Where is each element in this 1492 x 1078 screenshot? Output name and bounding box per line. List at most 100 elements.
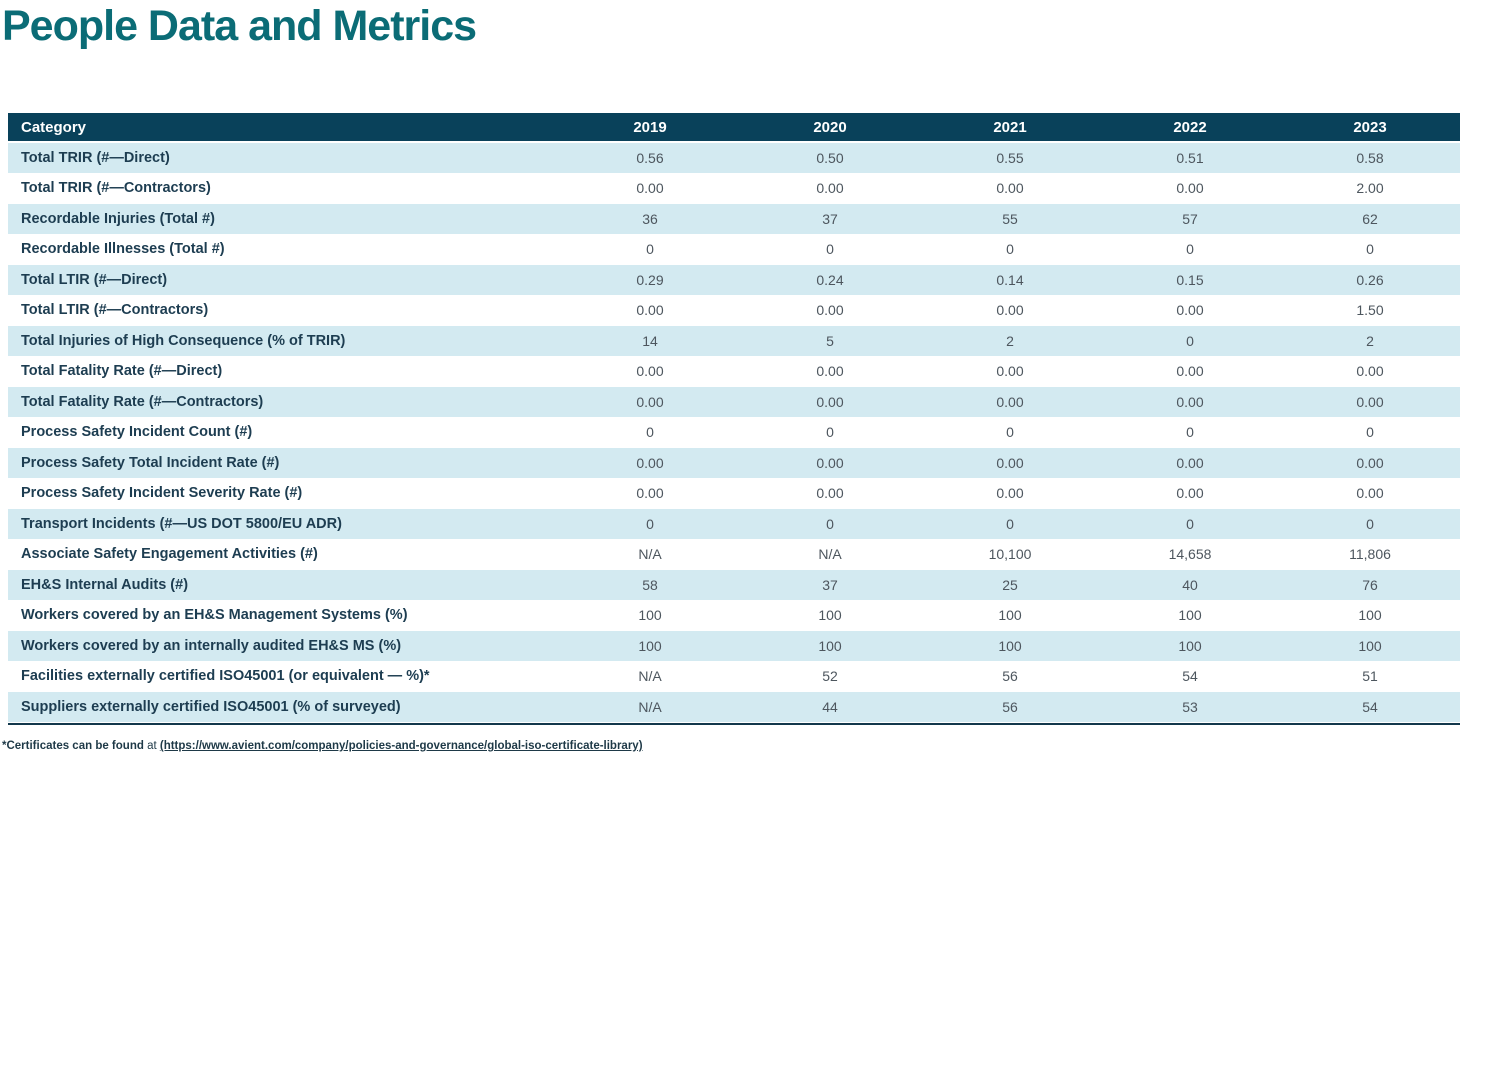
row-category-label: Associate Safety Engagement Activities (… bbox=[21, 546, 318, 563]
row-value-2019: 100 bbox=[638, 607, 662, 624]
row-value-2020: 0 bbox=[826, 424, 834, 441]
row-value-2019: 0.00 bbox=[636, 485, 664, 502]
column-header-year-2019: 2019 bbox=[633, 118, 667, 136]
row-value-2021: 0 bbox=[1006, 241, 1014, 258]
row-category-label: Total TRIR (#—Direct) bbox=[21, 149, 170, 166]
people-data-metrics-table: Category 2019 2020 2021 2022 2023 Total TRIR… bbox=[8, 113, 1460, 725]
row-value-2022: 57 bbox=[1182, 210, 1198, 227]
row-category-label: Recordable Illnesses (Total #) bbox=[21, 241, 225, 258]
row-value-2023: 51 bbox=[1362, 668, 1378, 685]
row-value-2021: 0.14 bbox=[996, 271, 1024, 288]
footnote-bold-text: *Certificates can be found bbox=[2, 740, 144, 752]
row-value-2021: 56 bbox=[1002, 698, 1018, 715]
table-row: Suppliers externally certified ISO45001 … bbox=[8, 692, 1460, 723]
row-value-2021: 100 bbox=[998, 637, 1022, 654]
row-value-2023: 0 bbox=[1366, 424, 1374, 441]
table-row: Associate Safety Engagement Activities (… bbox=[8, 539, 1460, 570]
row-value-2019: 58 bbox=[642, 576, 658, 593]
column-header-year-2021: 2021 bbox=[993, 118, 1027, 136]
row-category-label: Process Safety Incident Count (#) bbox=[21, 424, 253, 441]
row-value-2019: 0.00 bbox=[636, 393, 664, 410]
row-value-2023: 0.00 bbox=[1356, 454, 1384, 471]
footnote: *Certificates can be found at (https://w… bbox=[2, 740, 643, 752]
row-value-2020: 44 bbox=[822, 698, 838, 715]
table-row: Process Safety Total Incident Rate (#) 0.… bbox=[8, 448, 1460, 479]
row-value-2022: 53 bbox=[1182, 698, 1198, 715]
table-row: Total Fatality Rate (#—Contractors) 0.00 0… bbox=[8, 387, 1460, 418]
table-body: Total TRIR (#—Direct) 0.56 0.50 0.55 0.51 0.5… bbox=[8, 143, 1460, 723]
row-value-2023: 0.26 bbox=[1356, 271, 1384, 288]
row-value-2023: 0.58 bbox=[1356, 149, 1384, 166]
row-value-2023: 100 bbox=[1358, 607, 1382, 624]
row-value-2021: 0.00 bbox=[996, 302, 1024, 319]
row-value-2020: 0.24 bbox=[816, 271, 844, 288]
row-value-2023: 0 bbox=[1366, 515, 1374, 532]
row-value-2019: 0.00 bbox=[636, 302, 664, 319]
row-value-2019: 14 bbox=[642, 332, 658, 349]
row-value-2021: 2 bbox=[1006, 332, 1014, 349]
row-value-2022: 0.00 bbox=[1176, 485, 1204, 502]
row-value-2021: 25 bbox=[1002, 576, 1018, 593]
row-value-2023: 0.00 bbox=[1356, 485, 1384, 502]
table-header-row: Category 2019 2020 2021 2022 2023 bbox=[8, 113, 1460, 141]
row-value-2021: 0.55 bbox=[996, 149, 1024, 166]
row-value-2019: 0.29 bbox=[636, 271, 664, 288]
row-value-2021: 10,100 bbox=[988, 546, 1032, 563]
row-value-2023: 54 bbox=[1362, 698, 1378, 715]
row-value-2023: 11,806 bbox=[1349, 546, 1391, 563]
row-value-2023: 0 bbox=[1366, 241, 1374, 258]
row-category-label: Total Injuries of High Consequence (% of… bbox=[21, 332, 346, 349]
table-row: Total Injuries of High Consequence (% of… bbox=[8, 326, 1460, 357]
row-value-2023: 0.00 bbox=[1356, 393, 1384, 410]
row-value-2019: N/A bbox=[638, 698, 662, 715]
row-value-2022: 0 bbox=[1186, 515, 1194, 532]
table-row: Total LTIR (#—Direct) 0.29 0.24 0.14 0.15 0.2… bbox=[8, 265, 1460, 296]
row-value-2019: 0.00 bbox=[636, 180, 664, 197]
certificate-library-link[interactable]: (https://www.avient.com/company/policies… bbox=[159, 740, 643, 752]
table-row: Recordable Illnesses (Total #) 0 0 0 0 0 bbox=[8, 234, 1460, 265]
row-category-label: Process Safety Total Incident Rate (#) bbox=[21, 454, 280, 471]
row-value-2020: 0 bbox=[826, 515, 834, 532]
row-value-2021: 55 bbox=[1002, 210, 1018, 227]
row-category-label: Transport Incidents (#—US DOT 5800/EU AD… bbox=[21, 515, 342, 532]
table-row: Workers covered by an internally audited… bbox=[8, 631, 1460, 662]
row-value-2022: 0 bbox=[1186, 424, 1194, 441]
row-category-label: Recordable Injuries (Total #) bbox=[21, 210, 215, 227]
row-value-2021: 0.00 bbox=[996, 485, 1024, 502]
row-value-2023: 76 bbox=[1362, 576, 1378, 593]
column-header-year-2023: 2023 bbox=[1353, 118, 1387, 136]
row-value-2019: 0.00 bbox=[636, 454, 664, 471]
table-row: Process Safety Incident Severity Rate (#… bbox=[8, 478, 1460, 509]
row-value-2019: 0 bbox=[646, 241, 654, 258]
row-value-2019: N/A bbox=[638, 668, 662, 685]
row-value-2022: 0.51 bbox=[1176, 149, 1204, 166]
table-row: Total LTIR (#—Contractors) 0.00 0.00 0.00 0.… bbox=[8, 295, 1460, 326]
table-row: Total TRIR (#—Direct) 0.56 0.50 0.55 0.51 0.5… bbox=[8, 143, 1460, 174]
row-value-2020: 37 bbox=[822, 210, 838, 227]
page-title: People Data and Metrics bbox=[2, 2, 477, 50]
row-category-label: Process Safety Incident Severity Rate (#… bbox=[21, 485, 303, 502]
table-row: Workers covered by an EH&S Management Sy… bbox=[8, 600, 1460, 631]
row-value-2022: 0 bbox=[1186, 332, 1194, 349]
row-value-2021: 0 bbox=[1006, 424, 1014, 441]
row-category-label: Total Fatality Rate (#—Contractors) bbox=[21, 393, 264, 410]
row-value-2021: 0.00 bbox=[996, 363, 1024, 380]
row-value-2020: N/A bbox=[818, 546, 842, 563]
row-value-2021: 0.00 bbox=[996, 180, 1024, 197]
row-category-label: Workers covered by an internally audited… bbox=[21, 637, 402, 654]
row-value-2021: 0.00 bbox=[996, 393, 1024, 410]
row-value-2022: 100 bbox=[1178, 637, 1202, 654]
table-row: EH&S Internal Audits (#) 58 37 25 40 76 bbox=[8, 570, 1460, 601]
row-value-2022: 40 bbox=[1182, 576, 1198, 593]
row-value-2022: 14,658 bbox=[1168, 546, 1212, 563]
row-value-2019: 0.56 bbox=[636, 149, 664, 166]
row-value-2021: 0 bbox=[1006, 515, 1014, 532]
row-value-2022: 100 bbox=[1178, 607, 1202, 624]
row-value-2020: 5 bbox=[826, 332, 834, 349]
table-row: Transport Incidents (#—US DOT 5800/EU AD… bbox=[8, 509, 1460, 540]
row-value-2019: N/A bbox=[638, 546, 662, 563]
row-value-2021: 56 bbox=[1002, 668, 1018, 685]
row-value-2022: 54 bbox=[1182, 668, 1198, 685]
row-value-2020: 0.00 bbox=[816, 302, 844, 319]
row-category-label: Total TRIR (#—Contractors) bbox=[21, 180, 211, 197]
